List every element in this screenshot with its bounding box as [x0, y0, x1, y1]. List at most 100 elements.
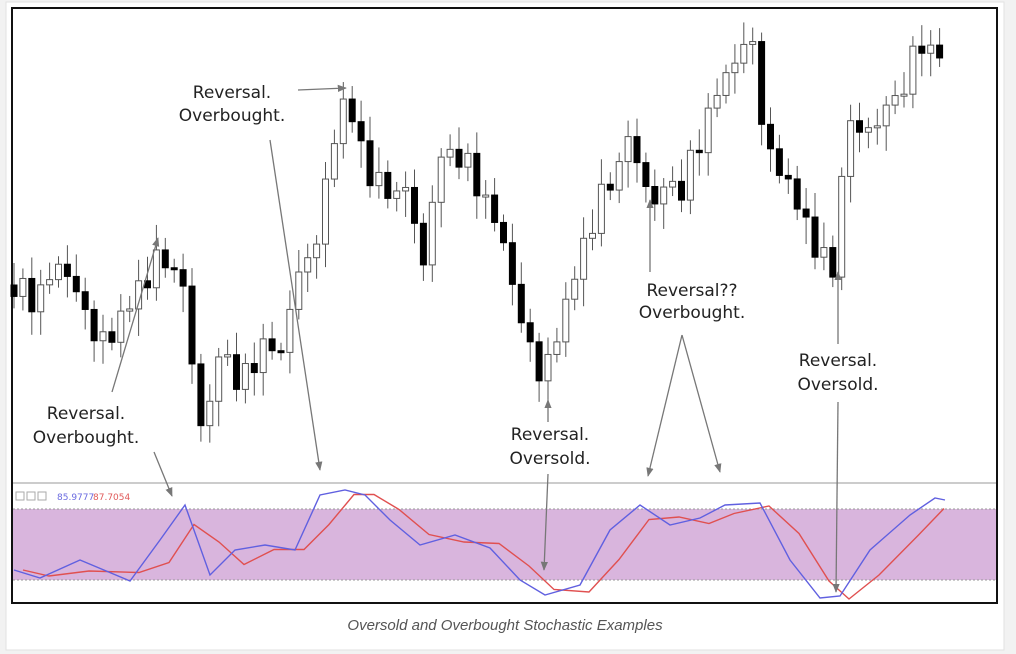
- candle-body: [63, 263, 71, 277]
- candle-body: [491, 194, 499, 223]
- annotation: Reversal.: [193, 83, 271, 103]
- candle-body: [517, 283, 525, 324]
- annotation: Oversold.: [797, 375, 878, 395]
- candle-body: [562, 298, 570, 343]
- chart-frame: [11, 7, 998, 604]
- arrow: [832, 401, 840, 593]
- arrow: [297, 84, 347, 92]
- candle-body: [864, 127, 872, 133]
- candle-body: [882, 104, 890, 127]
- candle-body: [295, 271, 303, 310]
- stochastic-band: [13, 509, 996, 580]
- candle-body: [597, 183, 605, 234]
- candle-body: [749, 41, 757, 45]
- candle-body: [535, 341, 543, 382]
- candle-body: [856, 120, 863, 133]
- candle-body: [873, 125, 881, 129]
- candle-body: [464, 152, 472, 168]
- annotation: Reversal.: [799, 351, 877, 371]
- candle-body: [731, 62, 739, 74]
- arrow: [269, 139, 323, 471]
- candle-body: [909, 45, 917, 95]
- candle-body: [72, 275, 80, 293]
- candle-body: [384, 171, 392, 199]
- candle-body: [188, 285, 196, 365]
- candle-body: [482, 194, 490, 198]
- candle-body: [740, 43, 748, 64]
- candle-body: [215, 356, 223, 402]
- candle-body: [90, 308, 98, 342]
- legend-box: [37, 491, 47, 501]
- candle-body: [357, 121, 365, 142]
- candle-body: [589, 232, 596, 239]
- arrow: [153, 451, 173, 497]
- candle-body: [206, 400, 214, 427]
- candle-body: [99, 331, 107, 342]
- caption: Oversold and Overbought Stochastic Examp…: [347, 617, 663, 634]
- candle-body: [117, 310, 125, 343]
- candle-body: [179, 269, 187, 287]
- candle-body: [722, 72, 730, 96]
- annotation: Oversold.: [509, 449, 590, 469]
- candle-body: [250, 363, 258, 374]
- candle-body: [286, 308, 294, 353]
- candle-body: [348, 98, 356, 123]
- candle-body: [366, 140, 374, 187]
- candle-body: [428, 201, 436, 266]
- candle-body: [170, 267, 178, 271]
- arrow: [111, 237, 160, 393]
- candle-body: [686, 149, 694, 201]
- annotation: Overbought.: [33, 428, 140, 448]
- candle-body: [37, 284, 45, 313]
- candle-body: [660, 186, 668, 205]
- candle-body: [268, 338, 276, 352]
- candle-body: [793, 178, 801, 210]
- candle-body: [669, 180, 677, 188]
- candle-body: [55, 263, 62, 281]
- candle-body: [500, 221, 507, 244]
- candle-body: [784, 174, 792, 180]
- candle-body: [526, 322, 534, 343]
- candles: [10, 22, 944, 443]
- candle-body: [330, 143, 338, 180]
- candle-body: [651, 186, 659, 205]
- candle-body: [46, 279, 54, 286]
- annotation: Overbought.: [179, 106, 286, 126]
- candle-body: [322, 178, 329, 245]
- candle-body: [775, 148, 783, 176]
- stochastic-line: [22, 493, 945, 600]
- candle-body: [402, 186, 410, 192]
- annotation: Reversal.: [47, 404, 125, 424]
- candle-body: [695, 149, 703, 154]
- annotation: Reversal.: [511, 425, 589, 445]
- candle-body: [393, 190, 401, 199]
- candle-body: [838, 175, 846, 278]
- candle-body: [642, 162, 650, 188]
- candle-body: [339, 98, 347, 145]
- candle-body: [437, 156, 445, 203]
- candle-body: [553, 341, 561, 355]
- candle-body: [704, 107, 712, 154]
- candle-body: [419, 222, 427, 266]
- candle-body: [241, 363, 249, 390]
- arrow: [646, 334, 683, 477]
- candle-body: [713, 94, 721, 109]
- candle-body: [233, 354, 240, 390]
- candle-body: [936, 44, 944, 59]
- indicator-value: 87.7054: [93, 493, 130, 503]
- candle-body: [571, 278, 579, 300]
- candle-body: [28, 277, 36, 313]
- candle-body: [802, 208, 810, 218]
- candle-body: [811, 216, 819, 258]
- candle-body: [918, 45, 926, 54]
- candle-body: [758, 41, 766, 125]
- candle-body: [580, 237, 588, 280]
- candle-body: [277, 350, 285, 354]
- arrow: [540, 473, 549, 571]
- candle-body: [847, 120, 855, 177]
- candle-body: [927, 44, 935, 54]
- candle-body: [10, 284, 18, 297]
- candle-body: [473, 152, 481, 197]
- candle-body: [820, 247, 828, 258]
